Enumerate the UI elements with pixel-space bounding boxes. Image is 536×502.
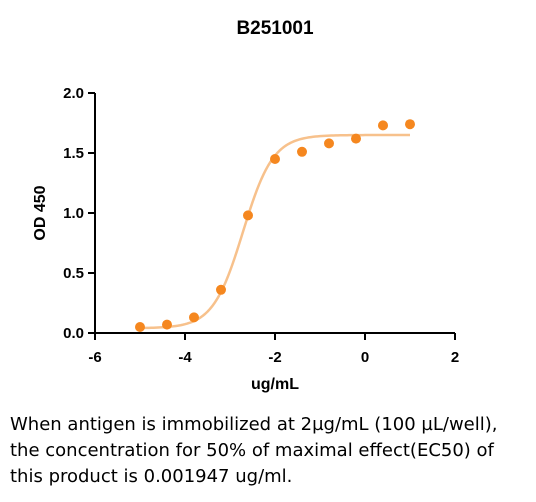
chart-title: B251001 — [236, 18, 314, 39]
data-point — [324, 138, 334, 149]
x-ticks: -6 -4 -2 0 2 — [88, 333, 459, 366]
data-point — [378, 120, 388, 131]
x-tick-label: 2 — [451, 349, 459, 366]
data-point — [270, 154, 280, 164]
data-point — [297, 146, 307, 157]
y-tick-label: 0.5 — [63, 265, 84, 282]
data-point — [189, 312, 199, 323]
x-tick-label: 0 — [361, 349, 369, 366]
data-point — [405, 119, 415, 130]
y-tick-label: 0.0 — [63, 325, 84, 342]
x-tick-label: -6 — [88, 349, 101, 366]
x-tick-label: -2 — [268, 349, 281, 366]
data-point — [135, 322, 145, 332]
data-point — [162, 319, 172, 330]
x-axis-label: ug/mL — [251, 376, 299, 393]
y-tick-label: 1.5 — [63, 145, 84, 162]
data-point — [243, 210, 253, 221]
y-ticks: 0.0 0.5 1.0 1.5 2.0 — [63, 85, 95, 342]
x-tick-label: -4 — [178, 349, 192, 366]
data-point — [351, 133, 361, 144]
dose-response-chart: B251001 0.00.51.01.52.0 -6 -4 -2 0 2 OD 450 … — [32, 18, 459, 393]
caption: When antigen is immobilized at 2µg/mL (1… — [10, 414, 498, 487]
y-axis-label: OD 450 — [32, 185, 49, 240]
data-points — [135, 119, 415, 332]
y-tick-label: 1.0 — [63, 205, 84, 222]
data-point — [216, 284, 226, 295]
y-tick-label: 2.0 — [63, 85, 84, 102]
